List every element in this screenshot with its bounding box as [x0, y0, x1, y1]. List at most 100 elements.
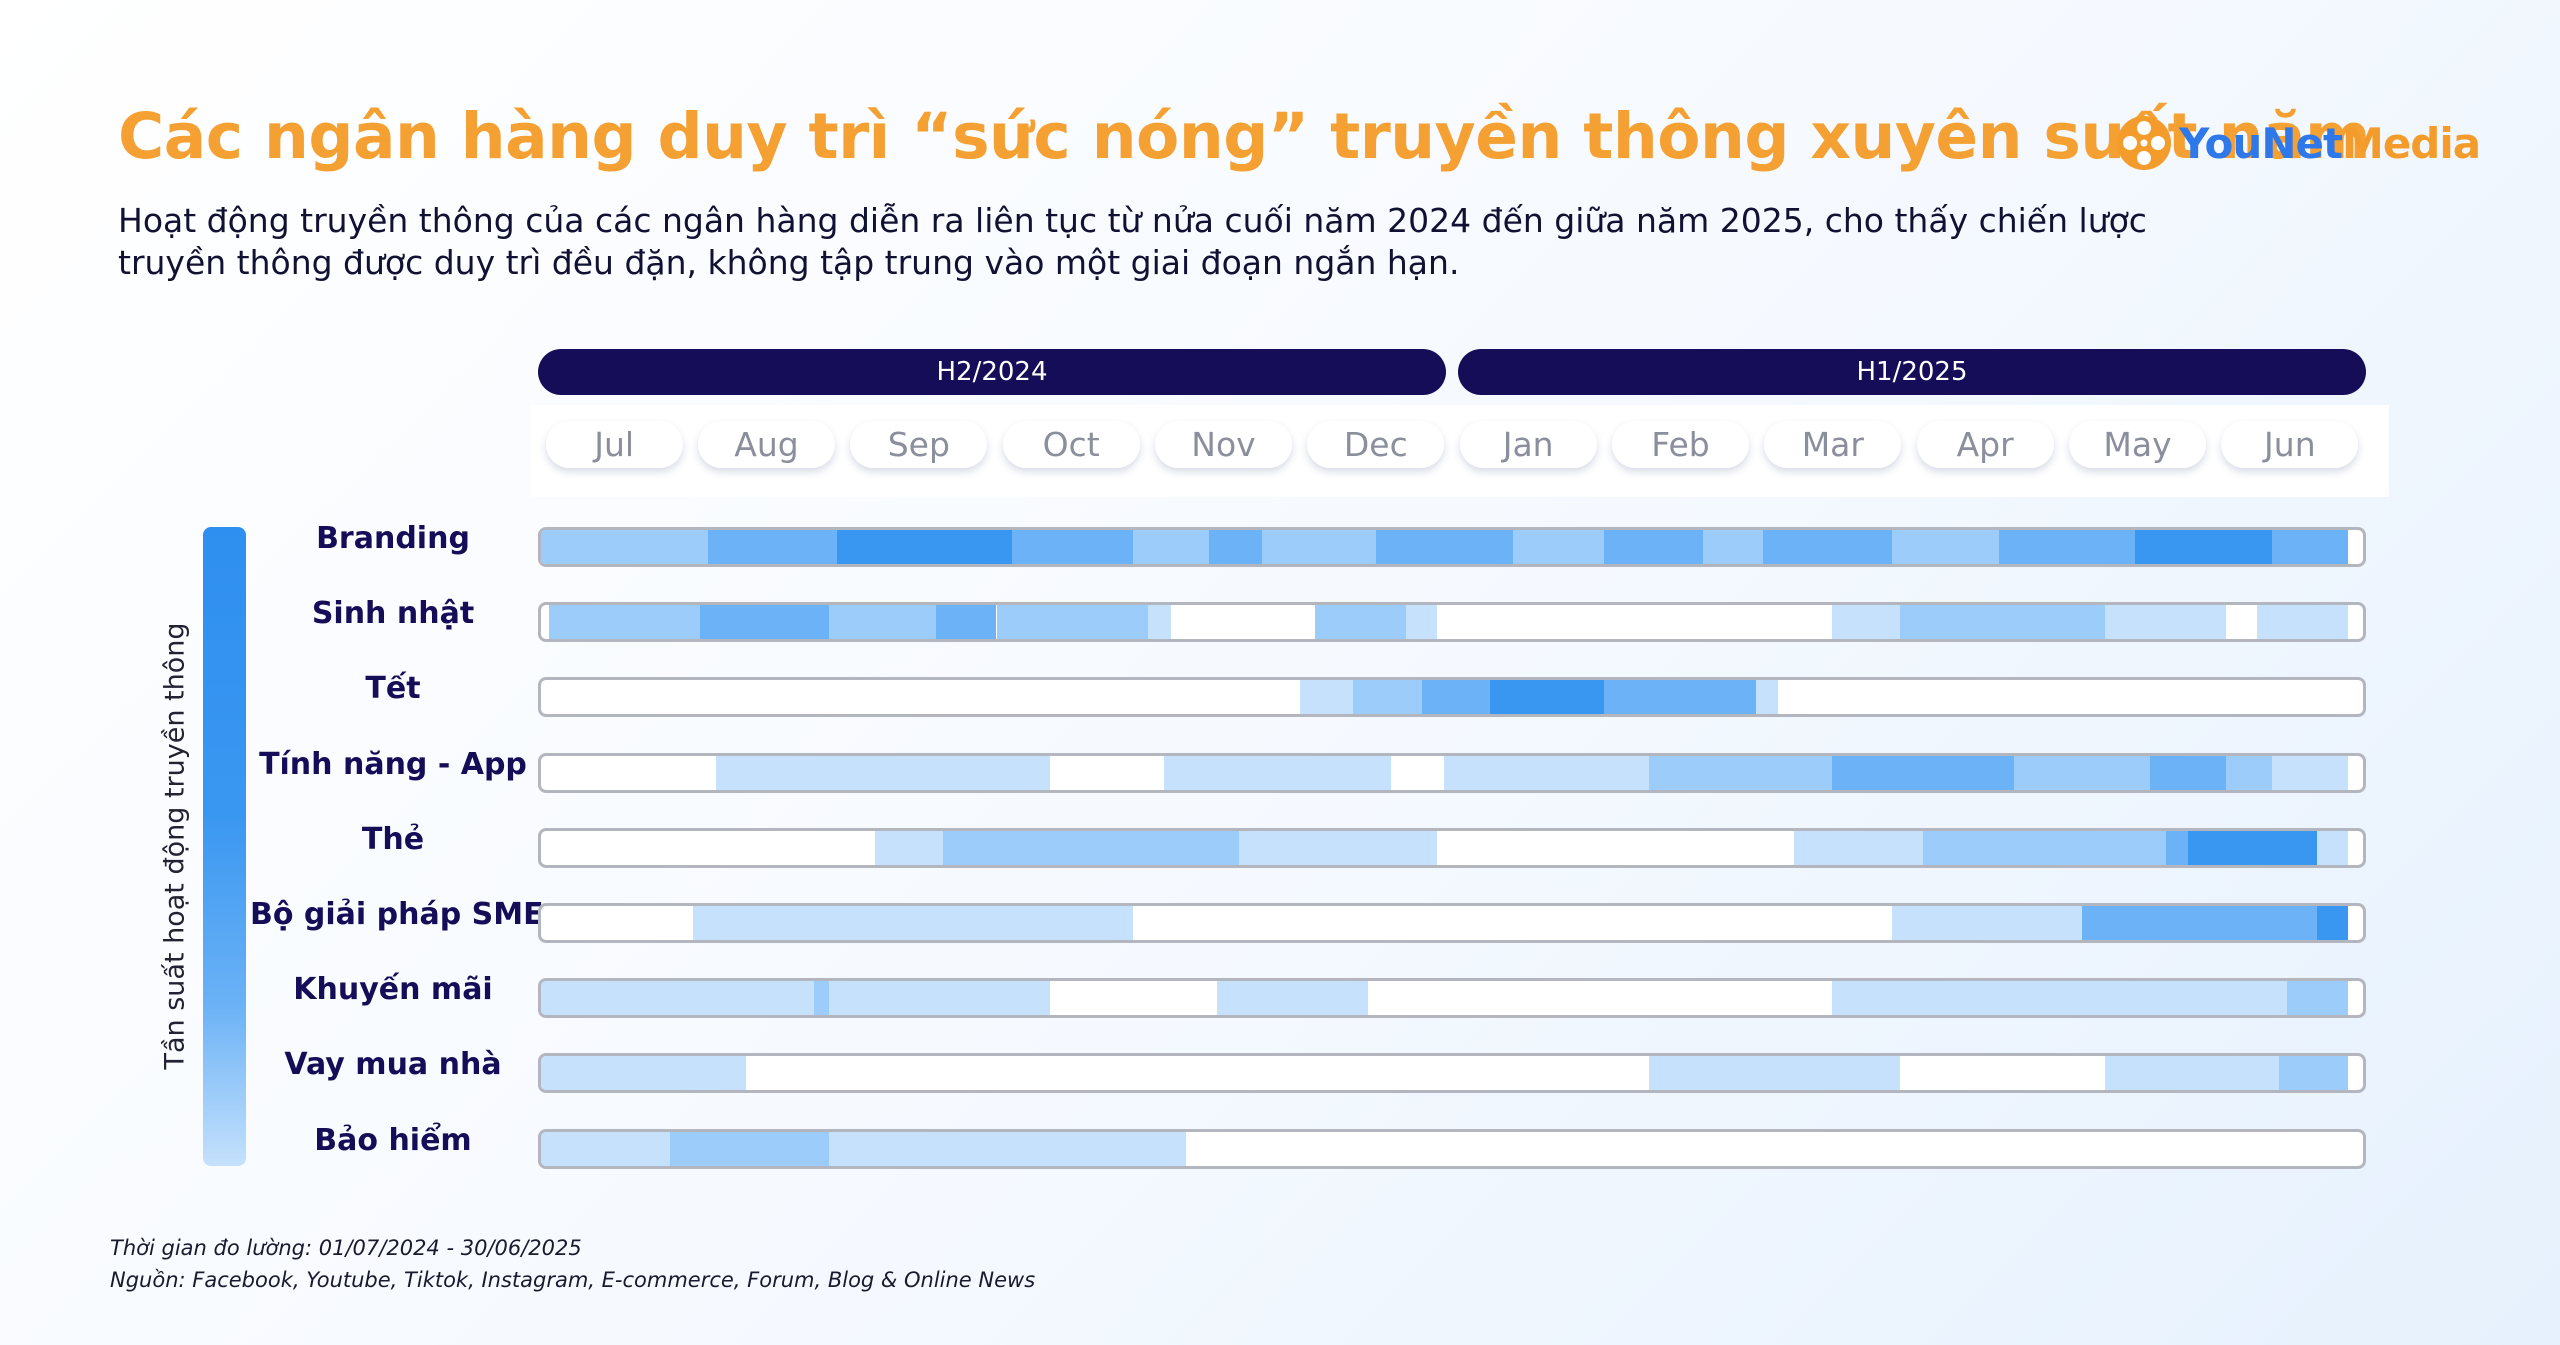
heat-segment	[2013, 755, 2151, 790]
heat-segment	[1603, 680, 1642, 715]
heat-segment	[1011, 530, 1134, 564]
heat-segment	[1793, 830, 1923, 865]
row-track	[538, 527, 2366, 567]
heat-segment	[829, 981, 1050, 1016]
heat-segment	[1216, 981, 1369, 1016]
y-axis-label-text: Tần suất hoạt động truyền thông	[159, 622, 191, 1070]
heat-segment	[708, 530, 784, 564]
page-subtitle: Hoạt động truyền thông của các ngân hàng…	[118, 201, 2147, 282]
row-track	[538, 978, 2366, 1019]
heat-segment	[1649, 755, 1832, 790]
heat-segment	[1209, 530, 1263, 564]
heat-segment	[692, 906, 1134, 940]
heat-segment	[1892, 530, 1999, 564]
month-label-feb: Feb	[1612, 421, 1749, 468]
heat-segment	[1163, 755, 1392, 790]
month-label-aug: Aug	[698, 421, 835, 468]
heat-segment	[1710, 680, 1756, 715]
heat-segment	[2188, 830, 2318, 865]
heat-segment	[1489, 680, 1604, 715]
logo-brand: YouNet	[2179, 118, 2343, 168]
heat-segment	[1763, 530, 1893, 564]
heat-segment	[2150, 755, 2227, 790]
heat-segment	[2082, 906, 2318, 940]
month-label-jan: Jan	[1459, 421, 1597, 468]
month-label-sep: Sep	[850, 421, 988, 468]
heat-segment	[1353, 680, 1422, 715]
row-label: Bảo hiểm	[314, 1122, 472, 1158]
heat-segment	[935, 605, 997, 640]
heat-segment	[837, 530, 1012, 564]
heat-segment	[1603, 530, 1703, 564]
month-label-dec: Dec	[1307, 421, 1445, 468]
heat-segment	[1998, 530, 2083, 564]
heat-segment	[541, 981, 815, 1016]
heat-segment	[2317, 906, 2348, 940]
intensity-scale-bar	[203, 527, 246, 1166]
heat-segment	[2082, 530, 2136, 564]
row-label: Branding	[316, 521, 470, 556]
heat-segment	[715, 755, 1050, 790]
heat-segment	[2165, 830, 2189, 865]
heat-segment	[1702, 530, 1764, 564]
heat-segment	[814, 981, 830, 1016]
row-label: Sinh nhật	[311, 596, 475, 632]
footer-period: Thời gian đo lường: 01/07/2024 - 30/06/2…	[110, 1236, 582, 1260]
row-track	[538, 903, 2366, 943]
heat-segment	[2287, 981, 2348, 1016]
heat-segment	[541, 1131, 671, 1166]
heat-segment	[1239, 830, 1437, 865]
heat-segment	[670, 1131, 830, 1166]
month-label-mar: Mar	[1764, 421, 1902, 468]
heat-segment	[1300, 680, 1354, 715]
heat-segment	[1641, 680, 1711, 715]
heat-segment	[2104, 605, 2227, 640]
heat-segment	[875, 830, 944, 865]
row-label: Tính năng - App	[259, 746, 527, 782]
heat-segment	[1148, 605, 1172, 640]
logo-suffix: Media	[2342, 118, 2481, 168]
heat-segment	[1444, 755, 1650, 790]
heat-segment	[2135, 530, 2272, 564]
row-label: Khuyến mãi	[293, 972, 493, 1008]
heat-segment	[548, 605, 701, 640]
heat-segment	[1831, 755, 2014, 790]
row-track	[538, 1053, 2366, 1094]
row-track	[538, 1128, 2366, 1169]
heat-segment	[1262, 530, 1377, 564]
heat-segment	[2271, 530, 2348, 564]
film-reel-icon	[2117, 116, 2171, 170]
row-label: Tết	[365, 671, 421, 707]
heat-segment	[2279, 1056, 2348, 1091]
heat-segment	[1421, 680, 1452, 715]
row-track	[538, 677, 2366, 718]
heat-segment	[541, 530, 709, 564]
heat-segment	[1512, 530, 1604, 564]
heat-segment	[829, 605, 936, 640]
heat-segment	[2226, 755, 2272, 790]
row-track	[538, 827, 2366, 868]
row-label: Thẻ	[361, 821, 425, 857]
heat-segment	[700, 605, 830, 640]
heat-segment	[541, 1056, 746, 1091]
heat-segment	[2028, 605, 2105, 640]
footer-source: Nguồn: Facebook, Youtube, Tiktok, Instag…	[110, 1268, 1036, 1292]
heat-segment	[1922, 830, 2166, 865]
heat-segment	[943, 830, 1240, 865]
page-title: Các ngân hàng duy trì “sức nóng” truyền …	[118, 100, 2371, 173]
month-label-may: May	[2069, 421, 2206, 468]
heat-segment	[1831, 981, 2288, 1016]
row-track	[538, 602, 2366, 643]
heat-segment	[1376, 530, 1513, 564]
period-header-1: H1/2025	[1458, 349, 2366, 395]
heat-segment	[996, 605, 1149, 640]
younet-media-logo: YouNetMedia	[2115, 110, 2481, 176]
heat-segment	[1899, 605, 2029, 640]
period-header-0: H2/2024	[538, 349, 1446, 395]
heat-segment	[1649, 1056, 1900, 1091]
month-label-jul: Jul	[545, 421, 683, 468]
heat-segment	[2104, 1056, 2280, 1091]
heat-segment	[1315, 605, 1407, 640]
row-track	[538, 752, 2366, 793]
heat-segment	[2271, 755, 2348, 790]
